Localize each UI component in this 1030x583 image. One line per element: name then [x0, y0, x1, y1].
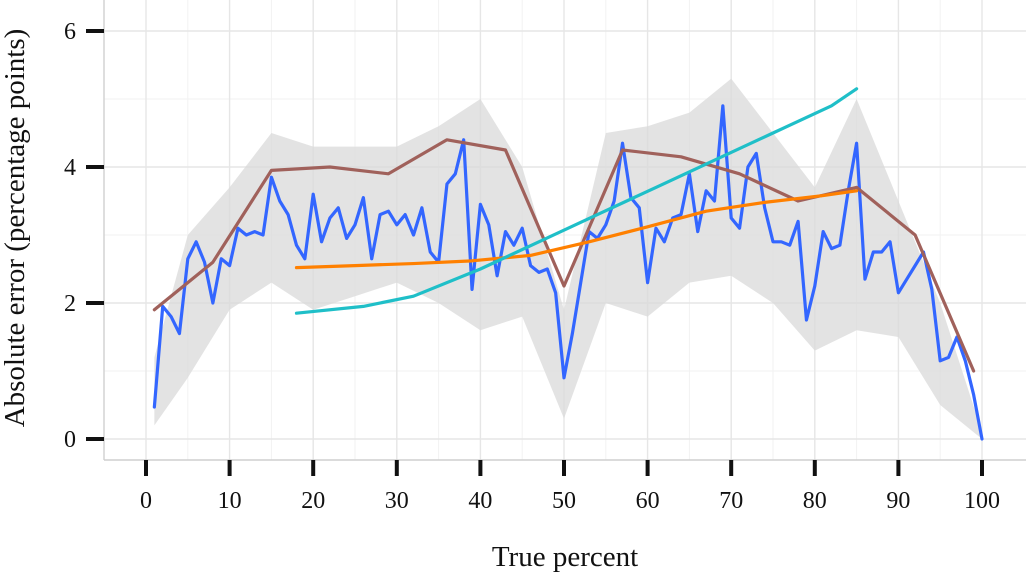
x-tick-label: 10 [218, 488, 242, 514]
x-tick-label: 70 [719, 488, 743, 514]
confidence-band [154, 78, 983, 439]
x-tick-label: 60 [636, 488, 660, 514]
x-tick-label: 20 [301, 488, 325, 514]
y-tick-label: 6 [64, 19, 76, 45]
y-axis-title: Absolute error (percentage points) [0, 29, 31, 428]
x-tick-label: 90 [886, 488, 910, 514]
series-line-orange [294, 189, 859, 270]
x-tick-label: 80 [803, 488, 827, 514]
tick-labels: 0 10 20 30 40 50 60 70 80 90 100 0 2 4 6 [64, 19, 1000, 514]
series-lines [152, 87, 984, 441]
y-tick-label: 2 [64, 291, 76, 317]
series-line-cyan [294, 87, 859, 315]
y-tick-label: 0 [64, 427, 76, 453]
series-line-brown [152, 138, 976, 373]
x-tick-label: 40 [468, 488, 492, 514]
x-tick-label: 50 [552, 488, 576, 514]
x-tick-label: 100 [964, 488, 1000, 514]
series-line-blue [152, 104, 984, 441]
x-tick-label: 30 [385, 488, 409, 514]
y-tick-label: 4 [64, 155, 76, 181]
x-tick-label: 0 [140, 488, 152, 514]
x-axis-title: True percent [492, 541, 638, 573]
axes [86, 0, 1026, 476]
